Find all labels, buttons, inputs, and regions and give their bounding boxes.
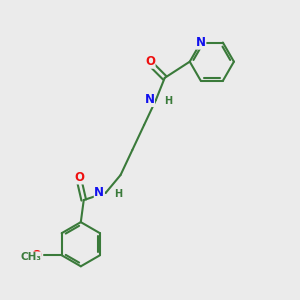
Text: O: O [74,171,84,184]
Text: H: H [114,189,122,199]
Text: O: O [31,249,41,262]
Text: N: N [196,36,206,49]
Text: N: N [144,93,154,106]
Text: O: O [145,55,155,68]
Text: H: H [164,96,172,106]
Text: N: N [94,186,104,199]
Text: CH₃: CH₃ [20,252,41,262]
